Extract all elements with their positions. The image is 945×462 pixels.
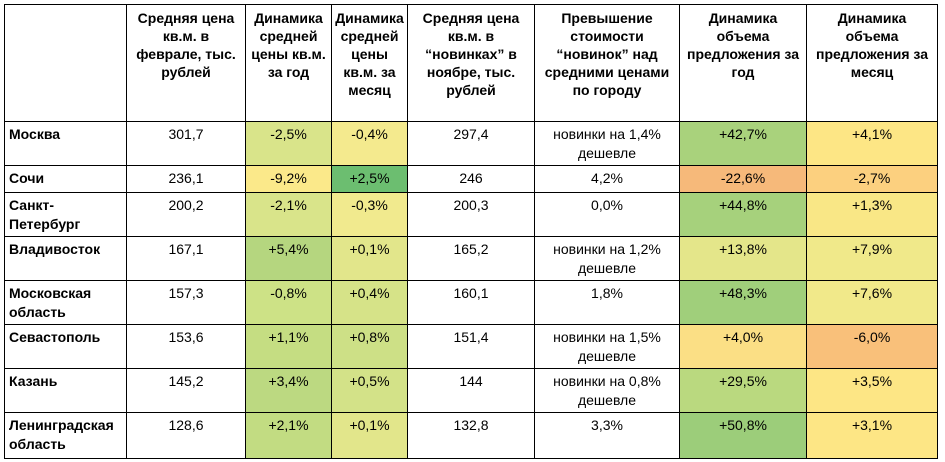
dyn-year-cell: +1,1% bbox=[245, 324, 332, 369]
dyn-year-cell: -9,2% bbox=[245, 165, 332, 193]
city-cell: Москва bbox=[4, 121, 127, 166]
price-feb-cell: 167,1 bbox=[126, 236, 246, 281]
price-new-cell: 132,8 bbox=[407, 412, 535, 459]
excess-cell: новинки на 1,5% дешевле bbox=[534, 324, 680, 369]
supply-month-cell: -2,7% bbox=[806, 165, 938, 193]
supply-year-cell: +13,8% bbox=[679, 236, 807, 281]
city-cell: Владивосток bbox=[4, 236, 127, 281]
dyn-month-cell: +0,1% bbox=[331, 236, 408, 281]
supply-year-cell: +48,3% bbox=[679, 280, 807, 325]
excess-cell: новинки на 1,2% дешевле bbox=[534, 236, 680, 281]
price-new-cell: 160,1 bbox=[407, 280, 535, 325]
table-row: Севастополь 153,6 +1,1% +0,8% 151,4 новинки н… bbox=[4, 324, 938, 369]
supply-year-cell: +50,8% bbox=[679, 412, 807, 459]
excess-cell: новинки на 0,8% дешевле bbox=[534, 368, 680, 413]
supply-year-cell: +4,0% bbox=[679, 324, 807, 369]
excess-cell: 3,3% bbox=[534, 412, 680, 459]
header-city bbox=[4, 4, 127, 122]
table-row: Санкт-Петербург 200,2 -2,1% -0,3% 200,3 0,0% +… bbox=[4, 192, 938, 237]
table-row: Москва 301,7 -2,5% -0,4% 297,4 новинки на 1,4… bbox=[4, 121, 938, 166]
excess-cell: 4,2% bbox=[534, 165, 680, 193]
excess-cell: новинки на 1,4% дешевле bbox=[534, 121, 680, 166]
dyn-month-cell: -0,3% bbox=[331, 192, 408, 237]
price-feb-cell: 157,3 bbox=[126, 280, 246, 325]
table-body: Москва 301,7 -2,5% -0,4% 297,4 новинки на 1,4… bbox=[4, 121, 938, 459]
real-estate-price-table: Средняя цена кв.м. в феврале, тыс. рубле… bbox=[4, 4, 938, 459]
city-cell: Московская область bbox=[4, 280, 127, 325]
header-price-feb: Средняя цена кв.м. в феврале, тыс. рубле… bbox=[126, 4, 246, 122]
table-row: Сочи 236,1 -9,2% +2,5% 246 4,2% -22,6% -2,7% bbox=[4, 165, 938, 193]
supply-year-cell: +42,7% bbox=[679, 121, 807, 166]
city-cell: Севастополь bbox=[4, 324, 127, 369]
price-feb-cell: 236,1 bbox=[126, 165, 246, 193]
price-feb-cell: 153,6 bbox=[126, 324, 246, 369]
price-new-cell: 151,4 bbox=[407, 324, 535, 369]
dyn-year-cell: +3,4% bbox=[245, 368, 332, 413]
header-dyn-month: Динамика средней цены кв.м. за месяц bbox=[331, 4, 408, 122]
table-row: Московская область 157,3 -0,8% +0,4% 160,1 1,… bbox=[4, 280, 938, 325]
price-new-cell: 165,2 bbox=[407, 236, 535, 281]
supply-month-cell: +3,5% bbox=[806, 368, 938, 413]
supply-month-cell: +1,3% bbox=[806, 192, 938, 237]
header-dyn-year: Динамика средней цены кв.м. за год bbox=[245, 4, 332, 122]
price-feb-cell: 145,2 bbox=[126, 368, 246, 413]
dyn-month-cell: +0,1% bbox=[331, 412, 408, 459]
price-feb-cell: 128,6 bbox=[126, 412, 246, 459]
table-row: Казань 145,2 +3,4% +0,5% 144 новинки на 0,8% … bbox=[4, 368, 938, 413]
city-cell: Сочи bbox=[4, 165, 127, 193]
header-row: Средняя цена кв.м. в феврале, тыс. рубле… bbox=[4, 4, 938, 122]
header-excess: Превышение стоимости “новинок” над средн… bbox=[534, 4, 680, 122]
price-feb-cell: 301,7 bbox=[126, 121, 246, 166]
header-supply-month: Динамика объема предложения за месяц bbox=[806, 4, 938, 122]
header-supply-year: Динамика объема предложения за год bbox=[679, 4, 807, 122]
dyn-month-cell: +0,4% bbox=[331, 280, 408, 325]
price-new-cell: 297,4 bbox=[407, 121, 535, 166]
supply-month-cell: -6,0% bbox=[806, 324, 938, 369]
city-cell: Ленинградская область bbox=[4, 412, 127, 459]
supply-year-cell: -22,6% bbox=[679, 165, 807, 193]
header-price-new: Средняя цена кв.м. в “новинках” в ноябре… bbox=[407, 4, 535, 122]
supply-month-cell: +3,1% bbox=[806, 412, 938, 459]
price-new-cell: 246 bbox=[407, 165, 535, 193]
supply-year-cell: +29,5% bbox=[679, 368, 807, 413]
city-cell: Казань bbox=[4, 368, 127, 413]
dyn-month-cell: -0,4% bbox=[331, 121, 408, 166]
dyn-year-cell: +5,4% bbox=[245, 236, 332, 281]
supply-year-cell: +44,8% bbox=[679, 192, 807, 237]
excess-cell: 1,8% bbox=[534, 280, 680, 325]
dyn-year-cell: -0,8% bbox=[245, 280, 332, 325]
dyn-year-cell: -2,1% bbox=[245, 192, 332, 237]
price-feb-cell: 200,2 bbox=[126, 192, 246, 237]
price-new-cell: 200,3 bbox=[407, 192, 535, 237]
dyn-year-cell: -2,5% bbox=[245, 121, 332, 166]
dyn-month-cell: +0,5% bbox=[331, 368, 408, 413]
table-row: Ленинградская область 128,6 +2,1% +0,1% 132,… bbox=[4, 412, 938, 459]
supply-month-cell: +4,1% bbox=[806, 121, 938, 166]
supply-month-cell: +7,6% bbox=[806, 280, 938, 325]
city-cell: Санкт-Петербург bbox=[4, 192, 127, 237]
dyn-month-cell: +2,5% bbox=[331, 165, 408, 193]
table-row: Владивосток 167,1 +5,4% +0,1% 165,2 новинки н… bbox=[4, 236, 938, 281]
excess-cell: 0,0% bbox=[534, 192, 680, 237]
dyn-year-cell: +2,1% bbox=[245, 412, 332, 459]
price-new-cell: 144 bbox=[407, 368, 535, 413]
supply-month-cell: +7,9% bbox=[806, 236, 938, 281]
dyn-month-cell: +0,8% bbox=[331, 324, 408, 369]
